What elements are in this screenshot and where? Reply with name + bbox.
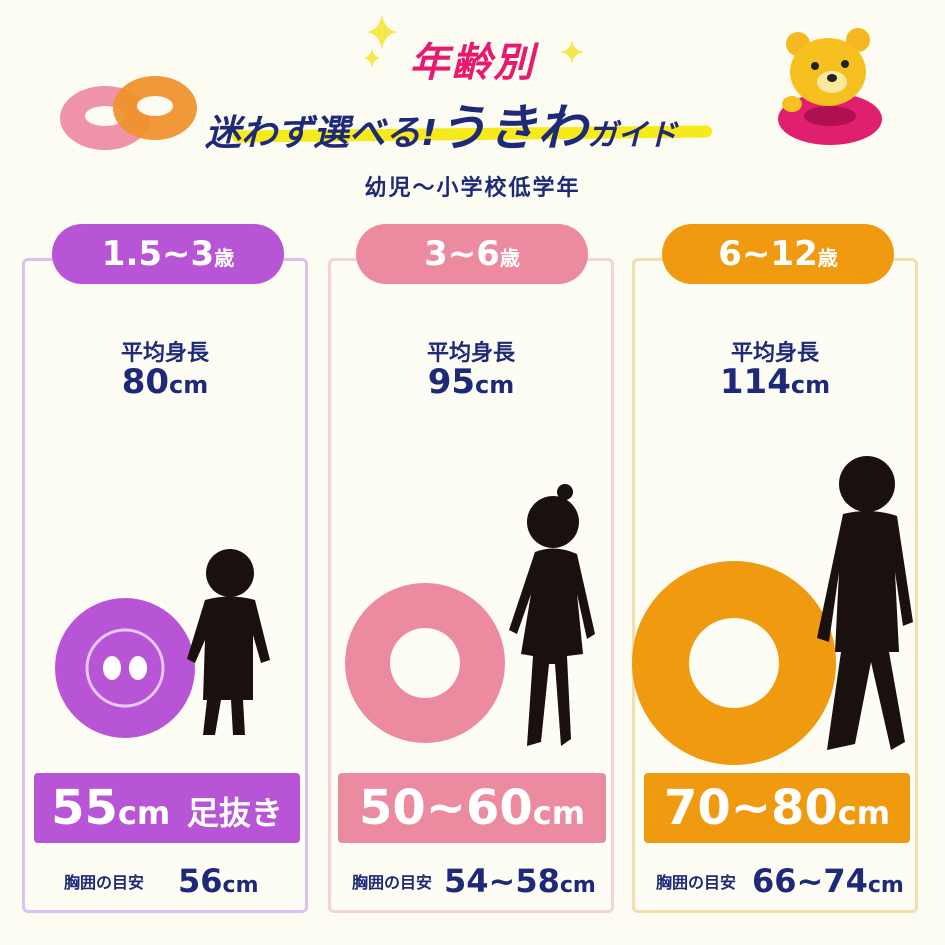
toddler-silhouette-icon bbox=[187, 549, 270, 735]
size-unit: cm bbox=[532, 794, 586, 832]
chest-unit: cm bbox=[222, 873, 259, 898]
float-ring-icon bbox=[55, 598, 195, 738]
title-part: うきわ bbox=[437, 99, 588, 157]
chest-unit: cm bbox=[559, 873, 596, 898]
size-bar: 55cm 足抜き bbox=[34, 773, 300, 843]
height-number: 114 bbox=[719, 362, 791, 402]
size-bar: 50~60cm bbox=[338, 773, 606, 843]
height-label: 平均身長 bbox=[426, 341, 515, 366]
chest-value: 54~58cm bbox=[444, 862, 596, 900]
age-unit: 歳 bbox=[499, 246, 520, 270]
title-part: 迷わず選べる! bbox=[205, 113, 438, 154]
size-value: 70~80 bbox=[663, 780, 838, 836]
size-value: 50~60 bbox=[358, 780, 533, 836]
chest-number: 66~74 bbox=[752, 862, 868, 900]
page-title: 迷わず選べる!うきわガイド bbox=[205, 88, 677, 160]
age-unit: 歳 bbox=[214, 246, 235, 270]
chest-label: 胸囲の目安 bbox=[352, 873, 433, 892]
height-unit: cm bbox=[475, 371, 515, 399]
age-pill: 3~6歳 bbox=[356, 224, 588, 284]
girl-silhouette-icon bbox=[509, 484, 595, 746]
height-value: 95cm bbox=[328, 362, 614, 402]
size-unit: cm bbox=[117, 794, 171, 832]
height-number: 80 bbox=[121, 362, 170, 402]
age-pill: 1.5~3歳 bbox=[52, 224, 284, 284]
float-ring-icon bbox=[632, 561, 836, 765]
height-label: 平均身長 bbox=[120, 341, 209, 366]
float-ring-icon bbox=[345, 583, 505, 743]
sparkle-icon bbox=[560, 40, 584, 64]
age-pill: 6~12歳 bbox=[662, 224, 894, 284]
height-value: 114cm bbox=[632, 362, 918, 402]
boy-silhouette-icon bbox=[817, 456, 913, 750]
subtitle: 幼児～小学校低学年 bbox=[364, 176, 581, 201]
size-note: 足抜き bbox=[186, 794, 283, 832]
age-value: 1.5~3 bbox=[101, 234, 215, 274]
height-value: 80cm bbox=[22, 362, 308, 402]
size-bar: 70~80cm bbox=[644, 773, 910, 843]
title-part: ガイド bbox=[587, 118, 678, 153]
chest-row: 胸囲の目安 56cm bbox=[64, 862, 259, 902]
age-value: 6~12 bbox=[718, 234, 818, 274]
size-value: 55 bbox=[51, 780, 118, 836]
chest-unit: cm bbox=[867, 873, 904, 898]
size-unit: cm bbox=[837, 794, 891, 832]
float-rings-icon bbox=[60, 76, 197, 150]
bear-mascot-icon bbox=[778, 28, 882, 145]
height-unit: cm bbox=[169, 371, 209, 399]
chest-number: 54~58 bbox=[444, 862, 560, 900]
chest-number: 56 bbox=[178, 862, 223, 900]
chest-label: 胸囲の目安 bbox=[64, 873, 145, 892]
age-unit: 歳 bbox=[817, 246, 838, 270]
chest-row: 胸囲の目安 66~74cm bbox=[656, 862, 904, 902]
chest-row: 胸囲の目安 54~58cm bbox=[352, 862, 596, 902]
height-number: 95 bbox=[427, 362, 476, 402]
title-top: 年齢別 bbox=[409, 40, 536, 86]
chest-value: 66~74cm bbox=[752, 862, 904, 900]
age-value: 3~6 bbox=[424, 234, 500, 274]
height-label: 平均身長 bbox=[730, 341, 819, 366]
height-unit: cm bbox=[790, 371, 831, 399]
sparkle-icon bbox=[364, 14, 398, 68]
chest-label: 胸囲の目安 bbox=[656, 873, 737, 892]
chest-value: 56cm bbox=[178, 862, 259, 900]
